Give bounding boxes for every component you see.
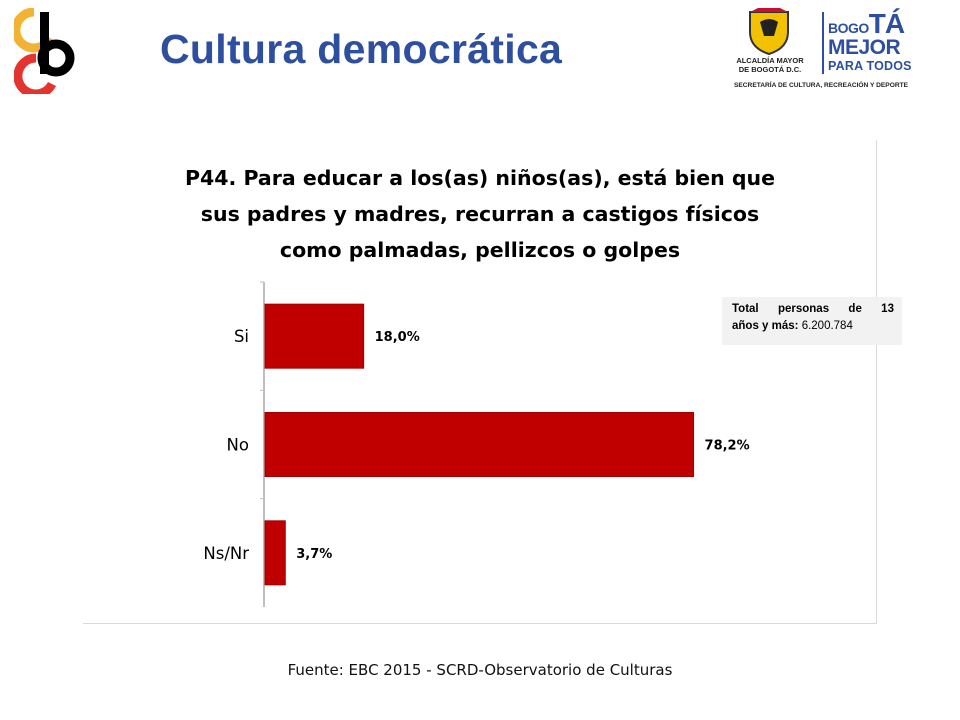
chart-title-line-2: sus padres y madres, recurran a castigos…	[200, 202, 760, 226]
category-label: No	[227, 436, 249, 455]
bogota-mejor: MEJOR	[828, 36, 901, 59]
note-word: personas	[777, 303, 830, 315]
source-caption: Fuente: EBC 2015 - SCRD-Observatorio de …	[287, 661, 673, 679]
cb-logo-red-c	[14, 53, 57, 94]
alcaldia-line1: ALCALDÍA MAYOR	[736, 56, 804, 65]
secretaria-text: SECRETARÍA DE CULTURA, RECREACIÓN Y DEPO…	[734, 82, 909, 89]
category-label: Si	[234, 327, 249, 346]
chart-title: P44. Para educar a los(as) niños(as), es…	[160, 160, 800, 268]
bar-ns-nr	[264, 520, 286, 586]
shield-icon	[749, 8, 789, 56]
cb-logo-b-bowl	[37, 39, 75, 77]
bar-no	[264, 412, 695, 477]
note-word: Total	[732, 303, 759, 315]
value-label: 3,7%	[296, 547, 332, 562]
bogota-wordmark-go: GO	[848, 20, 869, 36]
bar-si	[264, 303, 365, 369]
bogota-para-todos: PARA TODOS	[828, 59, 912, 73]
note-word: 13	[881, 303, 894, 315]
total-note: Total personas de 13 años y más: 6.200.7…	[722, 297, 902, 345]
page-title: Cultura democrática	[160, 26, 563, 72]
note-value: 6.200.784	[801, 320, 853, 332]
chart-title-line-1: P44. Para educar a los(as) niños(as), es…	[184, 166, 776, 190]
logo-divider	[822, 12, 824, 74]
note-word: de	[848, 303, 862, 315]
bogota-wordmark-bo: BO	[828, 20, 849, 36]
alcaldia-line2: DE BOGOTÁ D.C.	[738, 65, 802, 74]
chart-frame	[83, 140, 877, 624]
value-label: 78,2%	[705, 439, 750, 454]
total-note-line2: años y más: 6.200.784	[732, 318, 894, 335]
value-label: 18,0%	[375, 330, 420, 345]
bogota-wordmark-ta: TÁ	[868, 8, 905, 39]
cb-logo	[14, 8, 75, 94]
total-note-line1: Total personas de 13	[732, 301, 894, 318]
category-label: Ns/Nr	[203, 544, 249, 563]
alcaldia-text: ALCALDÍA MAYOR DE BOGOTÁ D.C.	[722, 56, 818, 74]
chart-title-line-3: como palmadas, pellizcos o golpes	[279, 238, 681, 262]
cb-logo-b-stem	[40, 12, 49, 74]
bogota-wordmark: BOGOTÁ	[828, 8, 905, 39]
bogota-logo: ALCALDÍA MAYOR DE BOGOTÁ D.C. BOGOTÁ MEJ…	[718, 4, 938, 94]
note-label: años y más:	[732, 320, 799, 332]
